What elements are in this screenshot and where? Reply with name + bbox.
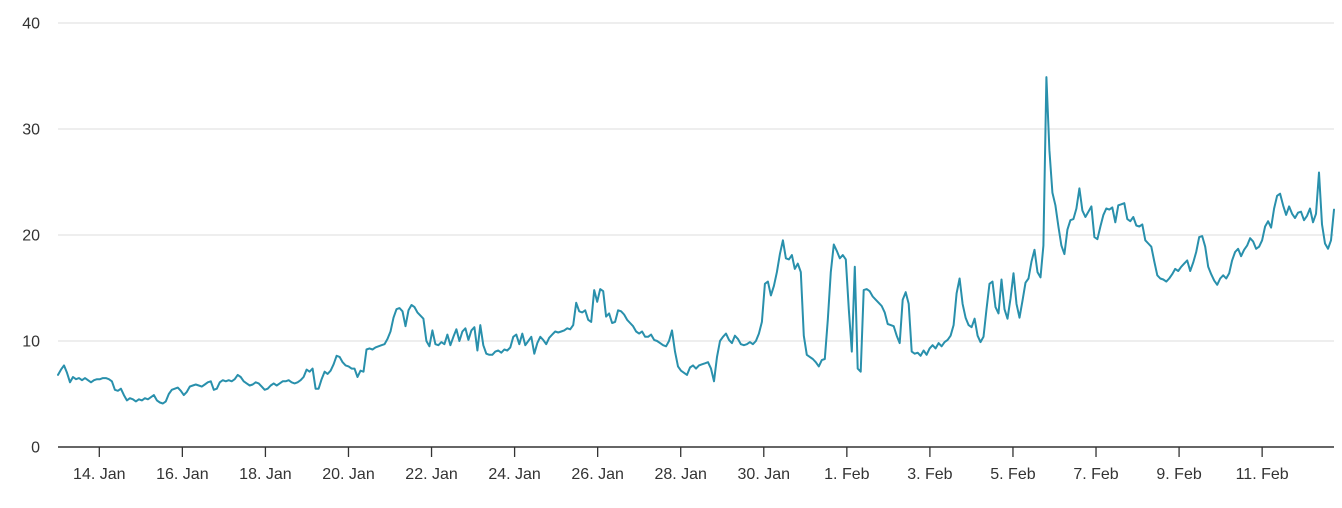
- x-axis-label: 20. Jan: [322, 466, 374, 483]
- x-axis-label: 9. Feb: [1156, 466, 1201, 483]
- x-axis-label: 5. Feb: [990, 466, 1035, 483]
- x-axis-label: 14. Jan: [73, 466, 125, 483]
- x-axis-label: 1. Feb: [824, 466, 869, 483]
- x-axis-label: 18. Jan: [239, 466, 291, 483]
- x-axis-label: 3. Feb: [907, 466, 952, 483]
- y-axis-label: 30: [22, 122, 40, 139]
- x-axis-label: 24. Jan: [488, 466, 540, 483]
- series-line: [57, 76, 1335, 405]
- x-axis-label: 11. Feb: [1236, 466, 1289, 483]
- x-axis-label: 16. Jan: [156, 466, 208, 483]
- x-axis-label: 28. Jan: [654, 466, 706, 483]
- x-axis-label: 7. Feb: [1073, 466, 1118, 483]
- y-axis-label: 40: [22, 16, 40, 33]
- x-axis-label: 22. Jan: [405, 466, 457, 483]
- y-axis-label: 20: [22, 228, 40, 245]
- x-axis-label: 26. Jan: [571, 466, 623, 483]
- y-axis-label: 0: [31, 440, 40, 457]
- x-axis-label: 30. Jan: [738, 466, 790, 483]
- y-axis-label: 10: [22, 334, 40, 351]
